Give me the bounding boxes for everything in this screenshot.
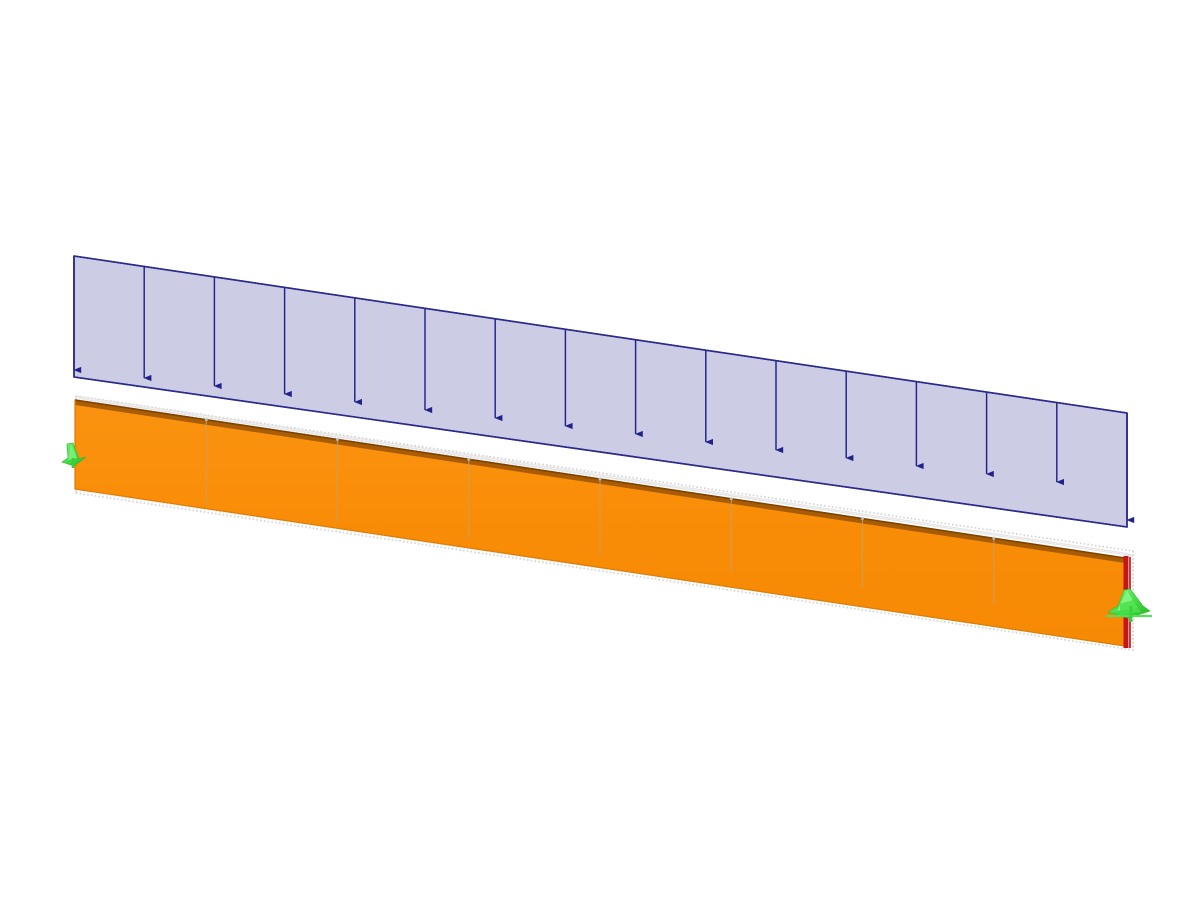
support-left[interactable] [61, 442, 87, 468]
mesh-node [336, 438, 339, 441]
beam-mesh-nodes [204, 418, 996, 540]
support-right[interactable] [1106, 588, 1152, 622]
mesh-node [204, 418, 208, 422]
mesh-node [729, 497, 733, 501]
mesh-node [861, 517, 864, 520]
mesh-node [992, 536, 996, 540]
beam-bottom-edge [74, 488, 1126, 647]
load-block-outline [73, 255, 1128, 528]
mesh-node [467, 457, 471, 461]
beam-mesh-lines [205, 419, 995, 605]
mesh-node [598, 477, 602, 481]
beam-member[interactable] [74, 395, 1134, 647]
uniform-line-load[interactable] [73, 255, 1135, 528]
beam-top-plate [74, 395, 1134, 557]
support-cone-highlight [68, 444, 77, 460]
